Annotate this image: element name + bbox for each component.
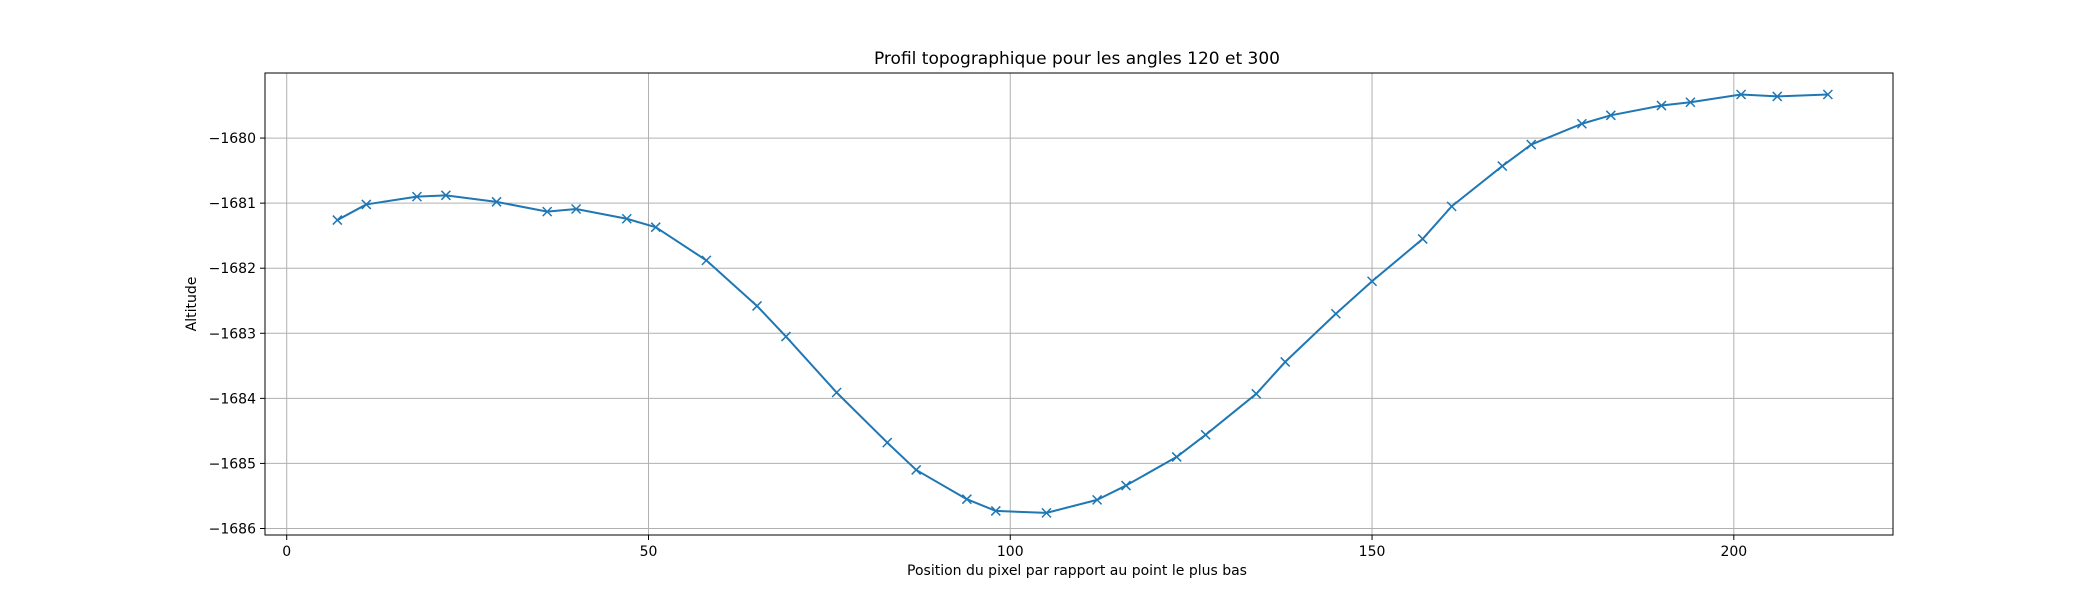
data-point	[1092, 494, 1103, 505]
y-tick-label: −1680	[209, 131, 256, 147]
data-point	[621, 213, 632, 224]
x-axis-label: Position du pixel par rapport au point l…	[907, 563, 1247, 579]
y-tick-label: −1684	[209, 391, 256, 407]
data-point	[542, 206, 553, 217]
data-point	[332, 215, 343, 226]
x-tick-label: 150	[1359, 544, 1386, 560]
series-group	[332, 89, 1833, 518]
data-point	[1280, 356, 1291, 367]
data-point	[1772, 91, 1783, 102]
data-point	[1576, 118, 1587, 129]
data-point	[1526, 139, 1537, 150]
x-grid	[286, 73, 1735, 535]
y-axis: −1686 −1685 −1684 −1683 −1682 −1681 −1680	[209, 131, 265, 537]
data-point	[361, 199, 372, 210]
data-point	[411, 191, 422, 202]
data-point	[961, 494, 972, 505]
data-point	[1446, 201, 1457, 212]
chart-title: Profil topographique pour les angles 120…	[874, 49, 1280, 69]
y-grid	[265, 137, 1893, 529]
plot-frame	[264, 72, 1894, 536]
data-point	[1041, 507, 1052, 518]
data-point	[831, 387, 842, 398]
data-point	[1417, 233, 1428, 244]
x-tick-label: 50	[640, 544, 658, 560]
data-point	[491, 196, 502, 207]
data-point	[1605, 110, 1616, 121]
data-point	[1330, 308, 1341, 319]
data-point	[1656, 100, 1667, 111]
data-point	[1367, 276, 1378, 287]
x-tick-label: 100	[997, 544, 1024, 560]
x-axis: 0 50 100 150 200	[282, 535, 1747, 560]
data-point	[911, 464, 922, 475]
data-point	[1736, 89, 1747, 100]
y-tick-label: −1683	[209, 326, 256, 342]
data-point	[1822, 89, 1833, 100]
data-point	[751, 300, 763, 311]
y-tick-label: −1681	[209, 196, 256, 212]
data-point	[882, 437, 893, 448]
data-point	[571, 203, 582, 215]
y-tick-label: −1682	[209, 261, 256, 277]
plot-area	[265, 73, 1893, 535]
data-point	[990, 505, 1001, 516]
x-tick-label: 0	[282, 544, 291, 560]
data-point	[1171, 451, 1182, 462]
y-tick-label: −1686	[209, 521, 256, 537]
data-point	[1121, 480, 1132, 491]
data-point	[1251, 388, 1262, 399]
data-point	[1685, 97, 1696, 108]
data-point	[440, 190, 451, 201]
y-tick-label: −1685	[209, 456, 256, 472]
data-point	[701, 255, 712, 266]
data-point	[1200, 429, 1211, 440]
y-axis-label: Altitude	[184, 277, 200, 332]
data-point	[1497, 161, 1508, 172]
x-tick-label: 200	[1720, 544, 1747, 560]
data-point	[780, 331, 791, 342]
data-point	[650, 222, 661, 233]
